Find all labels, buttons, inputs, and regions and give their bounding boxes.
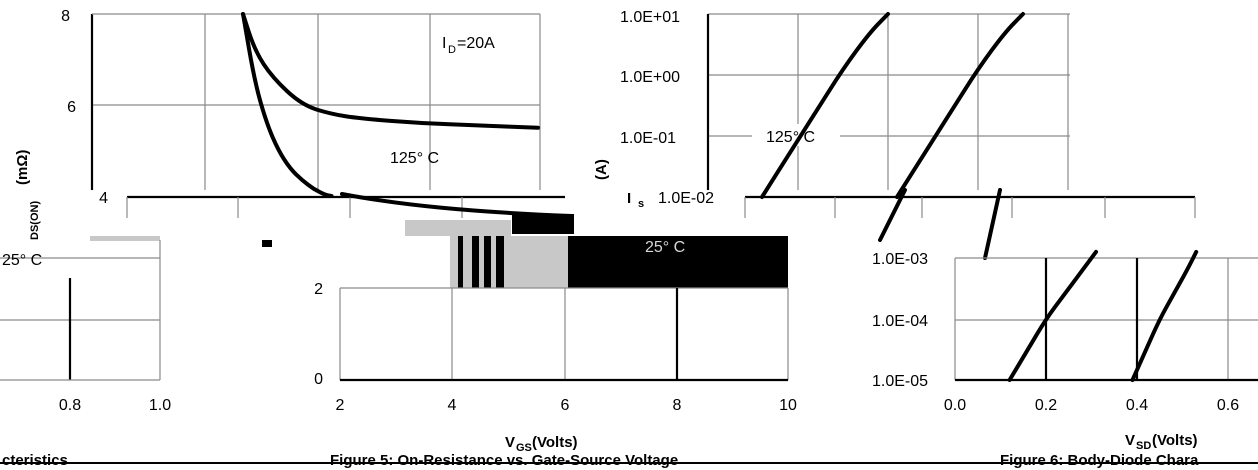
vgs-stripe-3 [484, 236, 491, 288]
vsd-bottom-chart: 1.0E-03 1.0E-04 1.0E-05 0.0 0.2 0.4 0.6 … [872, 249, 1258, 452]
is-ytick-1e0: 1.0E+00 [620, 69, 680, 86]
is-ylabel: (A) [593, 159, 610, 180]
id-annotation-sub: D [448, 44, 456, 56]
is-ytick-1e1: 1.0E+01 [620, 9, 680, 26]
vsd-ytick-1e-4: 1.0E-04 [872, 313, 928, 330]
vsd-curve-series-a [1007, 249, 1098, 382]
id-annotation-symbol: I [442, 35, 446, 52]
rdson-curve-series-b [241, 12, 334, 198]
is-curve-series-a [760, 12, 890, 199]
artifact-gray-block [405, 220, 511, 236]
caption-figure-6: Figure 6: Body-Diode Chara [1000, 452, 1199, 469]
vsd-xtick-0-2: 0.2 [1035, 397, 1057, 414]
rdson-ylabel-sub: DS(ON) [29, 201, 41, 240]
vsd-ytick-1e-5: 1.0E-05 [872, 373, 928, 390]
rdson-top-chart: 8 6 4 (mΩ) DS(ON) I D =20A 125° C [14, 8, 541, 240]
vgs-stripe-2 [472, 236, 479, 288]
is-ylabel-sub: s [638, 198, 644, 210]
is-125c-label-bg [752, 124, 840, 146]
is-curve-series-b [895, 12, 1025, 199]
rdson-curve-series-a [241, 12, 540, 130]
rdson-125c-label: 125° C [390, 150, 439, 167]
vgs-xtick-8: 8 [673, 397, 682, 414]
is-curve-a-continuation [878, 188, 907, 242]
vgs-bottom-chart: 25° C 2 0 2 4 6 8 10 V GS (Volts) [314, 236, 797, 454]
vsd-ytick-1e-3: 1.0E-03 [872, 251, 928, 268]
vgs-xtick-10: 10 [779, 397, 797, 414]
is-ytick-1e-2: 1.0E-02 [658, 190, 714, 207]
is-overlap-axis [744, 188, 1196, 260]
rdson-ytick-8: 8 [61, 8, 70, 25]
vgs-ytick-2: 2 [314, 281, 323, 298]
rdson-overlap-axis [90, 192, 574, 247]
vgs-stripe-4 [496, 236, 504, 288]
vsd-xtick-0-4: 0.4 [1126, 397, 1148, 414]
is-ylabel-symbol: I [627, 190, 631, 207]
rdson-ytick-6: 6 [67, 99, 76, 116]
vgs-dark-band [568, 236, 788, 288]
rdson-ytick-4: 4 [99, 190, 108, 207]
vsd-xlabel-sub: SD [1136, 440, 1151, 452]
vgs-xlabel-symbol: V [505, 434, 515, 451]
vsd-xlabel-symbol: V [1125, 432, 1135, 449]
artifact-gray-strip [90, 236, 160, 241]
vgs-xlabel-unit: (Volts) [532, 434, 578, 451]
caption-left: cteristics [2, 452, 68, 469]
is-ytick-1e-1: 1.0E-01 [620, 130, 676, 147]
left-fragment-chart: 25° C 0.8 1.0 [0, 240, 171, 414]
vgs-stripe-1 [458, 236, 463, 288]
left-xtick-1-0: 1.0 [149, 397, 171, 414]
vgs-xtick-2: 2 [336, 397, 345, 414]
vgs-xlabel-sub: GS [516, 442, 532, 454]
vgs-xtick-4: 4 [448, 397, 457, 414]
id-annotation-value: =20A [457, 35, 495, 52]
vgs-ytick-0: 0 [314, 371, 323, 388]
vsd-curve-series-b [1130, 249, 1199, 382]
left-xtick-0-8: 0.8 [59, 397, 81, 414]
vgs-xtick-6: 6 [561, 397, 570, 414]
vgs-25c-ghost-label: 25° C [645, 239, 685, 256]
caption-figure-5: Figure 5: On-Resistance vs. Gate-Source … [330, 452, 678, 469]
artifact-dark-block [512, 214, 574, 234]
figure-captions: cteristics Figure 5: On-Resistance vs. G… [0, 452, 1258, 469]
is-top-chart: 1.0E+01 1.0E+00 1.0E-01 1.0E-02 125° C (… [593, 9, 1070, 210]
vsd-xtick-0-6: 0.6 [1217, 397, 1239, 414]
vsd-xlabel-unit: (Volts) [1152, 432, 1198, 449]
artifact-small-mark [262, 240, 272, 247]
is-curve-b-continuation [983, 188, 1002, 260]
vsd-xtick-0-0: 0.0 [944, 397, 966, 414]
rdson-ylabel: (mΩ) [14, 150, 31, 185]
is-125c-label: 125° C [766, 129, 815, 146]
vgs-gray-band [450, 236, 568, 288]
left-25c-label: 25° C [2, 252, 42, 269]
